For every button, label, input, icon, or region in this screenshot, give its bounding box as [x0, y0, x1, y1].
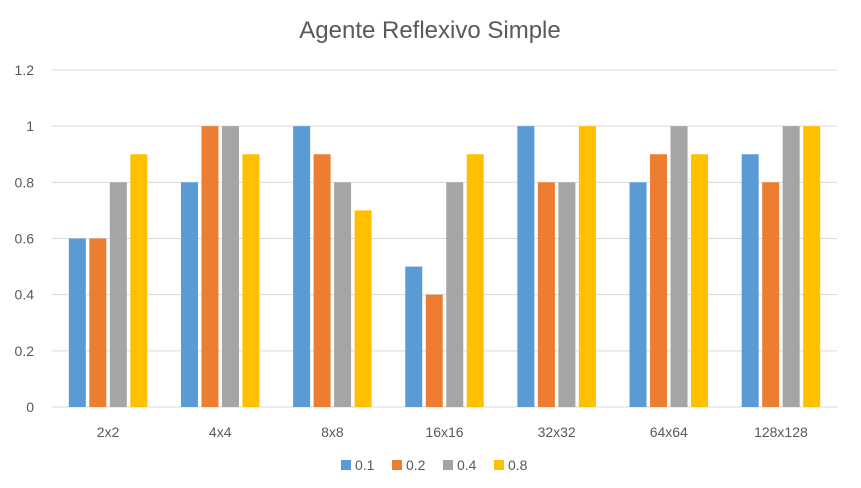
bar-series-0.1-16x16	[405, 266, 423, 407]
legend-label: 0.2	[406, 457, 426, 473]
legend-swatch	[392, 460, 402, 470]
x-tick-label: 128x128	[754, 424, 808, 440]
x-tick-label: 2x2	[97, 424, 120, 440]
legend-swatch	[443, 460, 453, 470]
bar-series-0.1-64x64	[629, 182, 647, 407]
legend-label: 0.4	[457, 457, 477, 473]
x-axis-ticks: 2x2 4x4 8x8 16x16 32x32 64x64 128x128	[97, 424, 808, 440]
legend-swatch	[494, 460, 504, 470]
y-axis-ticks: 0 0.2 0.4 0.6 0.8 1 1.2	[15, 62, 35, 415]
bar-series-0.4-2x2	[109, 182, 127, 407]
bar-series-0.8-64x64	[691, 154, 709, 407]
bar-series-0.4-128x128	[782, 126, 800, 408]
bar-series-0.8-16x16	[466, 154, 484, 407]
chart-title: Agente Reflexivo Simple	[299, 17, 560, 44]
bar-series-0.2-2x2	[89, 238, 107, 407]
bar-series-0.8-8x8	[354, 210, 372, 407]
x-tick-label: 64x64	[650, 424, 688, 440]
bar-series-0.4-16x16	[446, 182, 464, 407]
bar-series-0.8-32x32	[578, 126, 596, 408]
bar-series-0.2-8x8	[313, 154, 331, 407]
bar-series-0.2-64x64	[650, 154, 668, 407]
x-tick-label: 8x8	[321, 424, 344, 440]
x-tick-label: 32x32	[538, 424, 576, 440]
bar-series-0.1-128x128	[741, 154, 759, 407]
y-tick-label: 0.8	[15, 174, 35, 190]
bar-series-0.1-8x8	[293, 126, 311, 408]
bar-series-0.4-64x64	[670, 126, 688, 408]
legend-swatch	[341, 460, 351, 470]
bar-series-0.2-16x16	[425, 294, 443, 407]
bar-series-0.2-128x128	[762, 182, 780, 407]
y-tick-label: 0.6	[15, 231, 35, 247]
legend-label: 0.1	[355, 457, 375, 473]
y-tick-label: 0.2	[15, 343, 35, 359]
bar-series-0.4-8x8	[334, 182, 352, 407]
y-tick-label: 0.4	[15, 287, 35, 303]
bars	[68, 126, 821, 408]
bar-series-0.1-32x32	[517, 126, 535, 408]
y-tick-label: 1.2	[15, 62, 35, 78]
bar-series-0.2-4x4	[201, 126, 219, 408]
bar-series-0.4-4x4	[221, 126, 239, 408]
legend: 0.1 0.2 0.4 0.8	[341, 457, 528, 473]
bar-series-0.1-4x4	[180, 182, 198, 407]
bar-series-0.8-4x4	[242, 154, 260, 407]
legend-label: 0.8	[508, 457, 528, 473]
bar-series-0.8-128x128	[803, 126, 821, 408]
x-tick-label: 16x16	[425, 424, 463, 440]
x-tick-label: 4x4	[209, 424, 232, 440]
y-tick-label: 0	[26, 399, 34, 415]
bar-series-0.8-2x2	[130, 154, 148, 407]
bar-series-0.1-2x2	[68, 238, 86, 407]
bar-series-0.4-32x32	[558, 182, 576, 407]
y-tick-label: 1	[26, 118, 34, 134]
gridlines	[52, 69, 837, 408]
bar-series-0.2-32x32	[537, 182, 555, 407]
